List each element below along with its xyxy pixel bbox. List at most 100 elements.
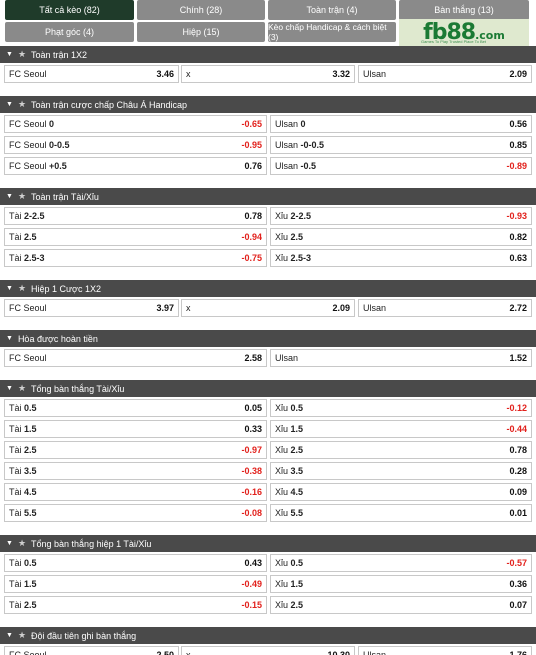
odds-value: 0.28 (509, 466, 527, 476)
odds-selection[interactable]: FC Seoul 2.58 (4, 349, 267, 367)
odds-selection[interactable]: Tài 3.5 -0.38 (4, 462, 267, 480)
odds-selection[interactable]: FC Seoul 3.46 (4, 65, 179, 83)
favorite-star-icon[interactable]: ★ (17, 99, 27, 109)
odds-selection[interactable]: Ulsan -0-0.5 0.85 (270, 136, 532, 154)
odds-selection[interactable]: FC Seoul 0-0.5 -0.95 (4, 136, 267, 154)
tab-all[interactable]: Tất cả kèo (82) (5, 0, 134, 20)
odds-selection[interactable]: Ulsan 2.09 (358, 65, 532, 83)
selection-line: 2.5 (24, 232, 37, 242)
odds-selection[interactable]: Xỉu 2.5-3 0.63 (270, 249, 532, 267)
section-header[interactable]: ▼ ★ Tổng bàn thắng hiệp 1 Tài/Xỉu (0, 535, 536, 552)
odds-selection[interactable]: Ulsan 2.72 (358, 299, 532, 317)
favorite-star-icon[interactable]: ★ (17, 49, 27, 59)
selection-line: 0.5 (290, 558, 304, 568)
favorite-star-icon[interactable]: ★ (17, 283, 27, 293)
collapse-caret-icon[interactable]: ▼ (6, 540, 13, 547)
odds-selection[interactable]: Xỉu 0.5 -0.12 (270, 399, 532, 417)
odds-selection[interactable]: x 2.09 (181, 299, 355, 317)
odds-selection[interactable]: Xỉu 1.5 0.36 (270, 575, 532, 593)
odds-selection[interactable]: Ulsan 1.76 (358, 646, 532, 655)
collapse-caret-icon[interactable]: ▼ (6, 285, 13, 292)
odds-selection[interactable]: Tài 2.5 -0.97 (4, 441, 267, 459)
odds-selection[interactable]: Ulsan -0.5 -0.89 (270, 157, 532, 175)
section-header[interactable]: ▼ ★ Toàn trận cược chấp Châu Á Handicap (0, 96, 536, 113)
odds-selection[interactable]: Ulsan 0 0.56 (270, 115, 532, 133)
odds-selection[interactable]: Tài 0.5 0.43 (4, 554, 267, 572)
odds-value: -0.97 (241, 445, 262, 455)
collapse-caret-icon[interactable]: ▼ (6, 632, 13, 639)
section-title: Toàn trận 1X2 (31, 49, 88, 60)
odds-selection[interactable]: Xỉu 2.5 0.82 (270, 228, 532, 246)
odds-selection[interactable]: x 10.30 (181, 646, 355, 655)
favorite-star-icon[interactable]: ★ (17, 191, 27, 201)
collapse-caret-icon[interactable]: ▼ (6, 193, 13, 200)
odds-selection[interactable]: FC Seoul 2.50 (4, 646, 179, 655)
collapse-caret-icon[interactable]: ▼ (6, 101, 13, 108)
odds-selection[interactable]: Ulsan 1.52 (270, 349, 532, 367)
tab-full-match[interactable]: Toàn trận (4) (268, 0, 396, 20)
selection-line: -0.5 (300, 161, 317, 171)
selection-name: Ulsan (275, 353, 299, 363)
section-header[interactable]: ▼ ★ Hiệp 1 Cược 1X2 (0, 280, 536, 297)
market-tabs: Tất cả kèo (82) Chính (28) Toàn trận (4)… (0, 0, 536, 46)
favorite-star-icon[interactable]: ★ (17, 538, 27, 548)
odds-selection[interactable]: Xỉu 0.5 -0.57 (270, 554, 532, 572)
odds-selection[interactable]: Xỉu 4.5 0.09 (270, 483, 532, 501)
odds-row: Tài 2-2.5 0.78 Xỉu 2-2.5 -0.93 (0, 207, 536, 225)
odds-selection[interactable]: Tài 4.5 -0.16 (4, 483, 267, 501)
odds-selection[interactable]: Xỉu 2.5 0.07 (270, 596, 532, 614)
odds-row: FC Seoul 0 -0.65 Ulsan 0 0.56 (0, 115, 536, 133)
tab-goals[interactable]: Bàn thắng (13) (399, 0, 529, 20)
collapse-caret-icon[interactable]: ▼ (6, 385, 13, 392)
market-section: ▼ ★ Hiệp 1 Cược 1X2 FC Seoul 3.97 x 2.09 Ulsan 2… (0, 280, 536, 317)
section-header[interactable]: ▼ ★ Đội đầu tiên ghi bàn thắng (0, 627, 536, 644)
odds-selection[interactable]: Tài 2-2.5 0.78 (4, 207, 267, 225)
odds-selection[interactable]: Tài 0.5 0.05 (4, 399, 267, 417)
odds-selection[interactable]: Xỉu 3.5 0.28 (270, 462, 532, 480)
odds-selection[interactable]: FC Seoul 0 -0.65 (4, 115, 267, 133)
odds-selection[interactable]: Tài 2.5-3 -0.75 (4, 249, 267, 267)
odds-selection[interactable]: Xỉu 1.5 -0.44 (270, 420, 532, 438)
section-header[interactable]: ▼ Hòa được hoàn tiền (0, 330, 536, 347)
selection-name: Xỉu (275, 558, 289, 568)
selection-name: FC Seoul (9, 650, 47, 655)
odds-value: 0.78 (244, 211, 262, 221)
odds-selection[interactable]: Xỉu 2-2.5 -0.93 (270, 207, 532, 225)
selection-name: FC Seoul (9, 69, 47, 79)
section-title: Toàn trận Tài/Xỉu (31, 191, 99, 202)
favorite-star-icon[interactable]: ★ (17, 630, 27, 640)
odds-selection[interactable]: Xỉu 2.5 0.78 (270, 441, 532, 459)
selection-name: Tài (9, 487, 22, 497)
section-header[interactable]: ▼ ★ Toàn trận Tài/Xỉu (0, 188, 536, 205)
section-title: Hiệp 1 Cược 1X2 (31, 283, 101, 294)
odds-selection[interactable]: Xỉu 5.5 0.01 (270, 504, 532, 522)
favorite-star-icon[interactable]: ★ (17, 383, 27, 393)
tab-corners[interactable]: Phạt góc (4) (5, 22, 134, 42)
odds-selection[interactable]: Tài 1.5 0.33 (4, 420, 267, 438)
selection-name: Xỉu (275, 600, 289, 610)
odds-row: Tài 2.5-3 -0.75 Xỉu 2.5-3 0.63 (0, 249, 536, 267)
selection-name: Tài (9, 579, 22, 589)
tab-handicap[interactable]: Kèo chấp Handicap & cách biệt (3) (268, 22, 396, 42)
odds-row: Tài 2.5 -0.97 Xỉu 2.5 0.78 (0, 441, 536, 459)
selection-line: 0-0.5 (49, 140, 70, 150)
odds-value: 0.56 (509, 119, 527, 129)
section-header[interactable]: ▼ ★ Tổng bàn thắng Tài/Xỉu (0, 380, 536, 397)
odds-value: 0.78 (509, 445, 527, 455)
collapse-caret-icon[interactable]: ▼ (6, 335, 13, 342)
odds-selection[interactable]: x 3.32 (181, 65, 355, 83)
tab-main[interactable]: Chính (28) (137, 0, 265, 20)
odds-selection[interactable]: Tài 2.5 -0.94 (4, 228, 267, 246)
odds-selection[interactable]: Tài 2.5 -0.15 (4, 596, 267, 614)
selection-line: 0.5 (290, 403, 304, 413)
odds-selection[interactable]: FC Seoul 3.97 (4, 299, 179, 317)
odds-selection[interactable]: FC Seoul +0.5 0.76 (4, 157, 267, 175)
tab-half[interactable]: Hiệp (15) (137, 22, 265, 42)
collapse-caret-icon[interactable]: ▼ (6, 51, 13, 58)
odds-value: -0.49 (241, 579, 262, 589)
odds-selection[interactable]: Tài 1.5 -0.49 (4, 575, 267, 593)
section-header[interactable]: ▼ ★ Toàn trận 1X2 (0, 46, 536, 63)
odds-selection[interactable]: Tài 5.5 -0.08 (4, 504, 267, 522)
selection-name: Xỉu (275, 253, 289, 263)
selection-name: Ulsan (363, 69, 387, 79)
